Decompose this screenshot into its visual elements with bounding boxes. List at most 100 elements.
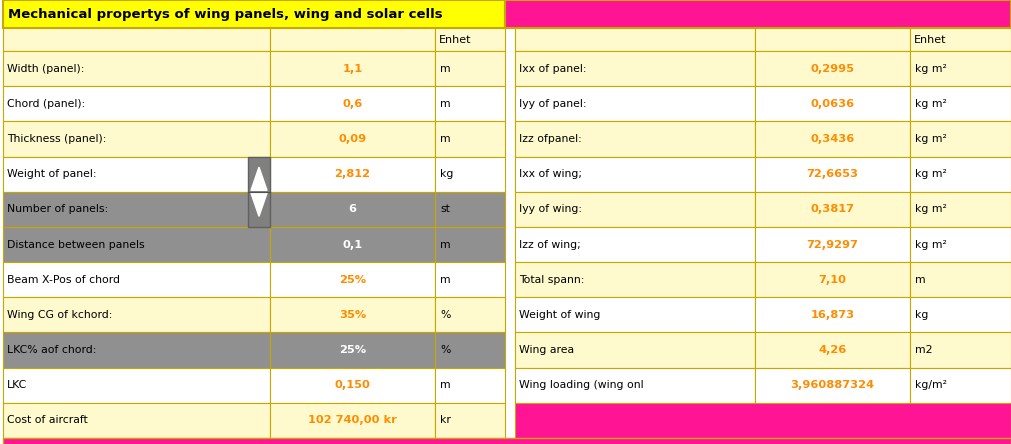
Bar [435, 262, 506, 297]
Text: Enhet: Enhet [439, 35, 471, 44]
Text: 0,3436: 0,3436 [811, 134, 854, 144]
Bar [755, 297, 910, 333]
Bar [506, 0, 1011, 28]
Text: Thickness (panel):: Thickness (panel): [7, 134, 106, 144]
Bar [270, 157, 435, 192]
Bar [270, 86, 435, 121]
Bar [515, 262, 755, 297]
Text: kg m²: kg m² [915, 239, 947, 250]
Text: Wing CG of kchord:: Wing CG of kchord: [7, 310, 112, 320]
Text: Chord (panel):: Chord (panel): [7, 99, 85, 109]
Text: 0,3817: 0,3817 [811, 204, 854, 214]
Text: 2,812: 2,812 [335, 169, 370, 179]
Text: Total spann:: Total spann: [519, 275, 584, 285]
Text: kr: kr [440, 416, 451, 425]
Text: kg m²: kg m² [915, 169, 947, 179]
Text: Distance between panels: Distance between panels [7, 239, 145, 250]
Bar [3, 121, 270, 157]
Text: 35%: 35% [339, 310, 366, 320]
Bar [3, 333, 270, 368]
Bar [270, 333, 435, 368]
Text: 0,0636: 0,0636 [811, 99, 854, 109]
Text: Izz of wing;: Izz of wing; [519, 239, 580, 250]
Bar [270, 262, 435, 297]
Bar [270, 297, 435, 333]
Text: st: st [440, 204, 450, 214]
Bar [435, 157, 506, 192]
Text: kg: kg [915, 310, 928, 320]
Bar [755, 227, 910, 262]
Text: 0,1: 0,1 [343, 239, 363, 250]
Bar [755, 262, 910, 297]
Bar [3, 192, 270, 227]
Text: Izz ofpanel:: Izz ofpanel: [519, 134, 581, 144]
Bar [3, 157, 270, 192]
Bar [3, 51, 270, 86]
Bar [248, 157, 270, 227]
Bar [910, 86, 1011, 121]
Text: 16,873: 16,873 [811, 310, 854, 320]
Bar [270, 121, 435, 157]
Bar [515, 368, 755, 403]
Polygon shape [251, 167, 267, 190]
Bar [435, 86, 506, 121]
Text: kg m²: kg m² [915, 134, 947, 144]
Bar [3, 0, 506, 28]
Bar [270, 28, 435, 51]
Bar [755, 192, 910, 227]
Text: 25%: 25% [339, 345, 366, 355]
Bar [910, 368, 1011, 403]
Text: %: % [440, 345, 450, 355]
Text: 3,960887324: 3,960887324 [791, 380, 875, 390]
Bar [515, 227, 755, 262]
Bar [515, 297, 755, 333]
Bar [3, 28, 270, 51]
Bar [270, 192, 435, 227]
Bar [755, 157, 910, 192]
Bar [515, 121, 755, 157]
Text: %: % [440, 310, 450, 320]
Text: m: m [440, 380, 451, 390]
Text: Enhet: Enhet [914, 35, 946, 44]
Text: 0,150: 0,150 [335, 380, 370, 390]
Bar [435, 333, 506, 368]
Bar [435, 192, 506, 227]
Text: m: m [440, 239, 451, 250]
Bar [755, 368, 910, 403]
Text: 7,10: 7,10 [819, 275, 846, 285]
Text: Iyy of panel:: Iyy of panel: [519, 99, 586, 109]
Bar [3, 262, 270, 297]
Text: 102 740,00 kr: 102 740,00 kr [308, 416, 397, 425]
Text: 6: 6 [349, 204, 357, 214]
Bar [910, 262, 1011, 297]
Text: Iyy of wing:: Iyy of wing: [519, 204, 582, 214]
Bar [435, 227, 506, 262]
Bar [435, 297, 506, 333]
Text: Width (panel):: Width (panel): [7, 63, 84, 74]
Bar [3, 368, 270, 403]
Text: kg m²: kg m² [915, 204, 947, 214]
Text: Ixx of wing;: Ixx of wing; [519, 169, 582, 179]
Bar [755, 28, 910, 51]
Text: kg m²: kg m² [915, 99, 947, 109]
Text: 25%: 25% [339, 275, 366, 285]
Bar [435, 403, 506, 438]
Text: m: m [440, 63, 451, 74]
Text: Wing loading (wing onl: Wing loading (wing onl [519, 380, 644, 390]
Bar [755, 86, 910, 121]
Text: Cost of aircraft: Cost of aircraft [7, 416, 88, 425]
Text: m: m [915, 275, 926, 285]
Bar [910, 297, 1011, 333]
Text: m: m [440, 275, 451, 285]
Bar [515, 51, 755, 86]
Text: 0,2995: 0,2995 [811, 63, 854, 74]
Text: 4,26: 4,26 [818, 345, 846, 355]
Bar [755, 51, 910, 86]
Bar [910, 192, 1011, 227]
Bar [3, 297, 270, 333]
Bar [3, 403, 270, 438]
Bar [270, 51, 435, 86]
Bar [515, 86, 755, 121]
Text: m: m [440, 99, 451, 109]
Text: m: m [440, 134, 451, 144]
